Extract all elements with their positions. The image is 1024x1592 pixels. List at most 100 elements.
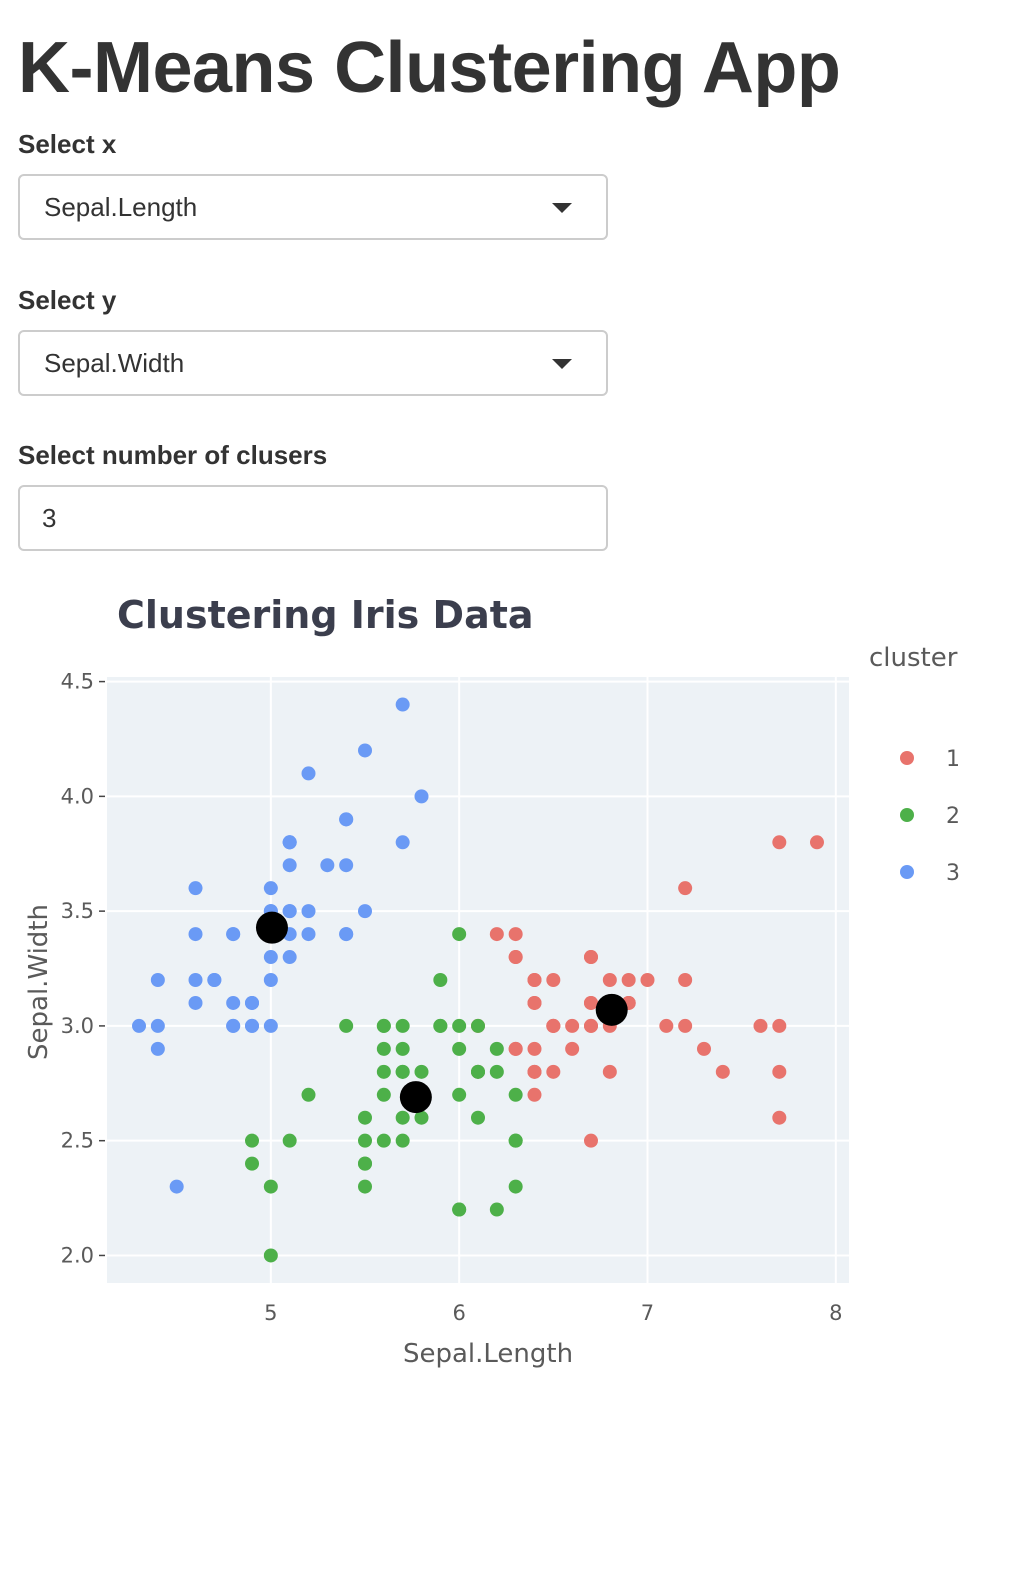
data-point-cluster-3[interactable] — [320, 858, 335, 873]
data-point-cluster-3[interactable] — [226, 1018, 241, 1033]
data-point-cluster-1[interactable] — [678, 881, 693, 896]
data-point-cluster-1[interactable] — [772, 1064, 787, 1079]
data-point-cluster-2[interactable] — [452, 1087, 467, 1102]
data-point-cluster-1[interactable] — [489, 927, 504, 942]
data-point-cluster-2[interactable] — [489, 1041, 504, 1056]
data-point-cluster-1[interactable] — [508, 1041, 523, 1056]
data-point-cluster-1[interactable] — [527, 995, 542, 1010]
data-point-cluster-1[interactable] — [527, 1041, 542, 1056]
data-point-cluster-2[interactable] — [471, 1110, 485, 1125]
data-point-cluster-2[interactable] — [433, 1018, 448, 1033]
data-point-cluster-2[interactable] — [376, 1133, 391, 1148]
data-point-cluster-3[interactable] — [301, 766, 316, 781]
data-point-cluster-2[interactable] — [414, 1064, 429, 1079]
data-point-cluster-3[interactable] — [282, 904, 297, 919]
data-point-cluster-3[interactable] — [188, 881, 203, 896]
data-point-cluster-2[interactable] — [489, 1064, 504, 1079]
data-point-cluster-2[interactable] — [489, 1202, 504, 1217]
data-point-cluster-1[interactable] — [809, 835, 824, 850]
data-point-cluster-3[interactable] — [150, 1018, 165, 1033]
data-point-cluster-2[interactable] — [395, 1064, 410, 1079]
data-point-cluster-2[interactable] — [358, 1133, 373, 1148]
data-point-cluster-2[interactable] — [358, 1156, 373, 1171]
data-point-cluster-2[interactable] — [471, 1064, 485, 1079]
data-point-cluster-2[interactable] — [471, 1018, 485, 1033]
data-point-cluster-2[interactable] — [339, 1018, 354, 1033]
data-point-cluster-2[interactable] — [301, 1087, 316, 1102]
data-point-cluster-1[interactable] — [753, 1018, 768, 1033]
data-point-cluster-2[interactable] — [433, 973, 448, 987]
y-select-dropdown[interactable]: Sepal.Width — [18, 330, 608, 396]
data-point-cluster-2[interactable] — [358, 1110, 373, 1125]
data-point-cluster-3[interactable] — [245, 995, 260, 1010]
data-point-cluster-1[interactable] — [583, 950, 598, 965]
legend-label-cluster-1[interactable]: 1 — [946, 747, 960, 772]
data-point-cluster-3[interactable] — [263, 950, 278, 965]
centroid-marker[interactable] — [255, 911, 288, 944]
clusters-number-input[interactable] — [18, 485, 608, 551]
data-point-cluster-2[interactable] — [395, 1133, 410, 1148]
data-point-cluster-1[interactable] — [696, 1041, 711, 1056]
centroid-marker[interactable] — [399, 1081, 432, 1114]
data-point-cluster-2[interactable] — [508, 1087, 523, 1102]
data-point-cluster-2[interactable] — [452, 1041, 467, 1056]
data-point-cluster-3[interactable] — [132, 1018, 147, 1033]
data-point-cluster-3[interactable] — [263, 973, 278, 987]
data-point-cluster-1[interactable] — [583, 995, 598, 1010]
data-point-cluster-3[interactable] — [207, 973, 222, 987]
data-point-cluster-2[interactable] — [376, 1041, 391, 1056]
x-select-dropdown[interactable]: Sepal.Length — [18, 174, 608, 240]
data-point-cluster-3[interactable] — [188, 995, 203, 1010]
data-point-cluster-1[interactable] — [565, 1018, 580, 1033]
data-point-cluster-1[interactable] — [565, 1041, 580, 1056]
centroid-marker[interactable] — [595, 993, 628, 1026]
data-point-cluster-3[interactable] — [358, 743, 373, 758]
data-point-cluster-1[interactable] — [621, 973, 636, 987]
data-point-cluster-3[interactable] — [358, 904, 373, 919]
data-point-cluster-1[interactable] — [602, 973, 617, 987]
data-point-cluster-2[interactable] — [245, 1133, 260, 1148]
data-point-cluster-3[interactable] — [339, 927, 354, 942]
data-point-cluster-1[interactable] — [508, 950, 523, 965]
data-point-cluster-3[interactable] — [263, 1018, 278, 1033]
data-point-cluster-2[interactable] — [395, 1018, 410, 1033]
data-point-cluster-2[interactable] — [282, 1133, 297, 1148]
data-point-cluster-1[interactable] — [602, 1064, 617, 1079]
data-point-cluster-1[interactable] — [640, 973, 655, 987]
data-point-cluster-2[interactable] — [452, 927, 467, 942]
data-point-cluster-2[interactable] — [376, 1018, 391, 1033]
data-point-cluster-3[interactable] — [226, 995, 241, 1010]
data-point-cluster-3[interactable] — [188, 927, 203, 942]
data-point-cluster-1[interactable] — [546, 973, 561, 987]
data-point-cluster-3[interactable] — [301, 904, 316, 919]
data-point-cluster-1[interactable] — [659, 1018, 674, 1033]
data-point-cluster-3[interactable] — [150, 973, 165, 987]
data-point-cluster-2[interactable] — [508, 1179, 523, 1194]
legend-label-cluster-2[interactable]: 2 — [946, 804, 960, 829]
data-point-cluster-1[interactable] — [508, 927, 523, 942]
data-point-cluster-1[interactable] — [546, 1018, 561, 1033]
data-point-cluster-2[interactable] — [245, 1156, 260, 1171]
data-point-cluster-1[interactable] — [772, 1018, 787, 1033]
legend-marker-cluster-3[interactable] — [900, 865, 914, 879]
cluster-scatter-plot[interactable]: 5 6 7 8 2.0 2.5 3.0 3.5 4.0 4.5 Clustering Iris Da… — [0, 580, 1024, 1400]
data-point-cluster-1[interactable] — [678, 973, 693, 987]
data-point-cluster-3[interactable] — [282, 950, 297, 965]
legend-label-cluster-3[interactable]: 3 — [946, 861, 960, 886]
data-point-cluster-1[interactable] — [678, 1018, 693, 1033]
data-point-cluster-1[interactable] — [527, 973, 542, 987]
data-point-cluster-2[interactable] — [395, 1110, 410, 1125]
data-point-cluster-1[interactable] — [772, 835, 787, 850]
data-point-cluster-3[interactable] — [150, 1041, 165, 1056]
data-point-cluster-1[interactable] — [546, 1064, 561, 1079]
data-point-cluster-3[interactable] — [245, 1018, 260, 1033]
data-point-cluster-3[interactable] — [169, 1179, 184, 1194]
data-point-cluster-2[interactable] — [414, 1110, 429, 1125]
data-point-cluster-2[interactable] — [376, 1087, 391, 1102]
data-point-cluster-2[interactable] — [395, 1041, 410, 1056]
legend-marker-cluster-2[interactable] — [900, 808, 914, 822]
data-point-cluster-3[interactable] — [414, 789, 429, 804]
data-point-cluster-3[interactable] — [395, 697, 410, 712]
data-point-cluster-2[interactable] — [376, 1064, 391, 1079]
data-point-cluster-1[interactable] — [583, 1133, 598, 1148]
